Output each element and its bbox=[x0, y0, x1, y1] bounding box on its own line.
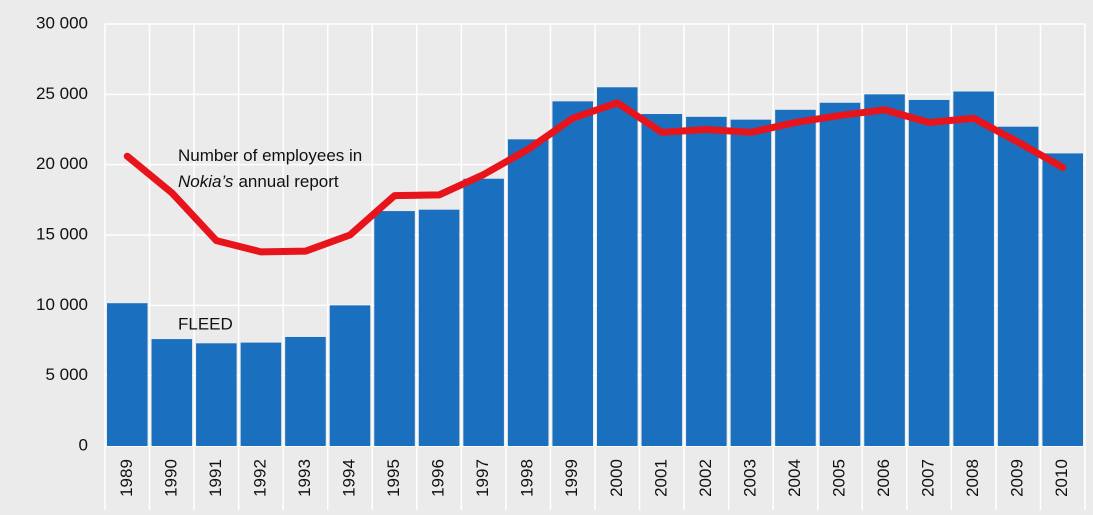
bar bbox=[997, 126, 1039, 446]
x-tick-label: 1992 bbox=[250, 459, 269, 497]
x-tick-label: 1997 bbox=[473, 459, 492, 497]
y-tick-label: 0 bbox=[79, 435, 88, 454]
x-tick-label: 2005 bbox=[829, 459, 848, 497]
y-tick-label: 25 000 bbox=[36, 84, 88, 103]
bar bbox=[463, 178, 504, 446]
x-tick-label: 2001 bbox=[651, 459, 670, 497]
x-tick-label: 2010 bbox=[1052, 459, 1071, 497]
bar bbox=[285, 336, 326, 446]
x-tick-label: 1990 bbox=[161, 459, 180, 497]
y-tick-label: 30 000 bbox=[36, 13, 88, 32]
line-label-part: Number of employees in bbox=[178, 146, 362, 165]
x-tick-label: 1989 bbox=[117, 459, 136, 497]
y-tick-label: 20 000 bbox=[36, 154, 88, 173]
x-tick-label: 1995 bbox=[384, 459, 403, 497]
x-tick-label: 1996 bbox=[429, 459, 448, 497]
bar bbox=[329, 305, 371, 446]
x-tick-label: 1993 bbox=[295, 459, 314, 497]
x-tick-label: 2003 bbox=[740, 459, 759, 497]
line-series-label: Number of employees in bbox=[178, 146, 362, 165]
x-tick-label: 2009 bbox=[1008, 459, 1027, 497]
bar-series-label: FLEED bbox=[178, 314, 233, 333]
bar bbox=[151, 339, 193, 446]
bar bbox=[730, 119, 772, 447]
line-label-part: annual report bbox=[238, 172, 338, 191]
bar bbox=[552, 101, 593, 446]
bar bbox=[864, 94, 905, 446]
bar bbox=[374, 211, 415, 446]
line-label-part: Nokia’s bbox=[178, 172, 234, 191]
x-tick-label: 2004 bbox=[785, 459, 804, 497]
x-tick-label: 1991 bbox=[206, 459, 225, 497]
bar bbox=[819, 102, 861, 447]
bar bbox=[686, 116, 727, 446]
x-tick-label: 2006 bbox=[874, 459, 893, 497]
bar bbox=[196, 343, 237, 446]
line-series-label: Nokia’s annual report bbox=[178, 172, 339, 191]
y-tick-label: 10 000 bbox=[36, 295, 88, 314]
x-tick-label: 2008 bbox=[963, 459, 982, 497]
bar bbox=[908, 99, 950, 447]
bar bbox=[641, 114, 683, 446]
bar bbox=[953, 91, 994, 447]
bar bbox=[418, 209, 460, 446]
bar bbox=[597, 87, 638, 447]
y-tick-label: 15 000 bbox=[36, 224, 88, 243]
x-tick-label: 2000 bbox=[607, 459, 626, 497]
x-tick-label: 1994 bbox=[339, 459, 358, 497]
bar bbox=[775, 109, 816, 446]
x-tick-label: 2007 bbox=[919, 459, 938, 497]
y-tick-label: 5 000 bbox=[45, 365, 88, 384]
x-tick-label: 1999 bbox=[562, 459, 581, 497]
x-tick-label: 2002 bbox=[696, 459, 715, 497]
bar bbox=[240, 342, 282, 446]
line bbox=[123, 99, 1067, 256]
bar bbox=[1042, 153, 1083, 446]
bar bbox=[107, 303, 148, 446]
x-tick-label: 1998 bbox=[518, 459, 537, 497]
bar bbox=[507, 139, 549, 446]
